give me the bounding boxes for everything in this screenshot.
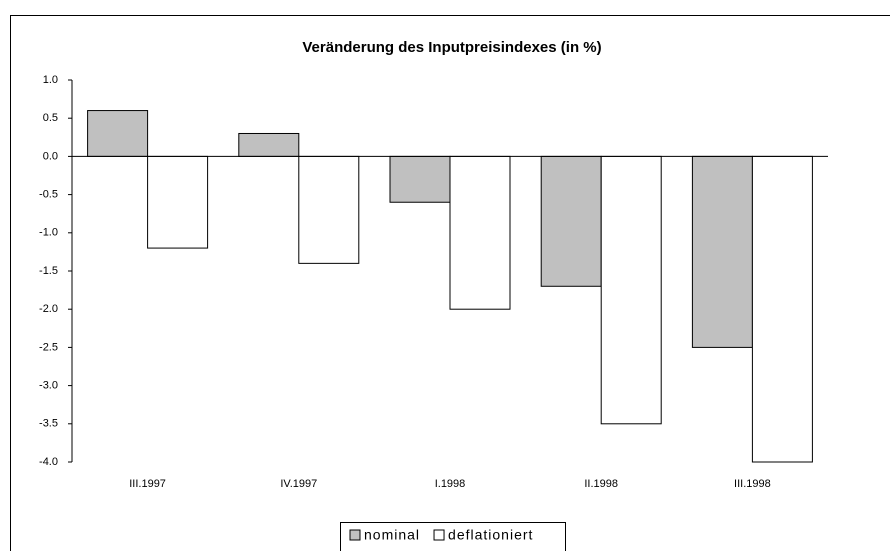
y-tick-label: -1.5 — [39, 265, 58, 277]
bar — [601, 156, 661, 423]
y-tick-label: -1.0 — [39, 227, 58, 239]
bar — [692, 156, 752, 347]
bar — [148, 156, 208, 248]
bar — [88, 111, 148, 157]
x-tick-label: III.1997 — [129, 478, 166, 490]
legend-label: nominal — [364, 527, 420, 543]
x-tick-label: I.1998 — [435, 478, 466, 490]
x-tick-label: II.1998 — [584, 478, 618, 490]
y-tick-label: -0.5 — [39, 189, 58, 201]
bar — [450, 156, 510, 309]
y-tick-label: -3.5 — [39, 418, 58, 430]
legend-label: deflationiert — [448, 527, 533, 543]
y-tick-label: 0.5 — [43, 112, 58, 124]
x-tick-label: III.1998 — [734, 478, 771, 490]
chart-title: Veränderung des Inputpreisindexes (in %) — [302, 39, 601, 56]
bar — [390, 156, 450, 202]
y-tick-label: -2.5 — [39, 341, 58, 353]
y-tick-label: 0.0 — [43, 150, 58, 162]
bar — [541, 156, 601, 286]
bar — [299, 156, 359, 263]
bar — [752, 156, 812, 462]
x-tick-label: IV.1997 — [280, 478, 317, 490]
y-tick-label: -2.0 — [39, 303, 58, 315]
y-tick-label: -4.0 — [39, 456, 58, 468]
legend-swatch — [434, 530, 444, 540]
y-tick-label: -3.0 — [39, 380, 58, 392]
y-tick-label: 1.0 — [43, 74, 58, 86]
bar — [239, 133, 299, 156]
legend-swatch — [350, 530, 360, 540]
